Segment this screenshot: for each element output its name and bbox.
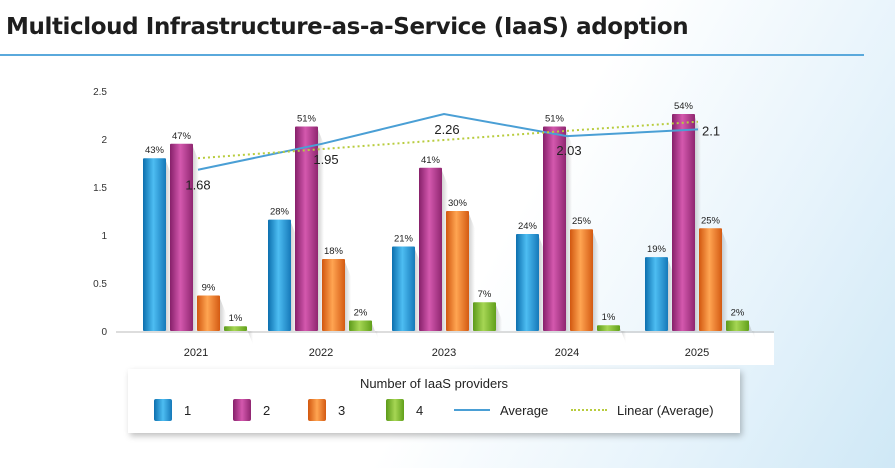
bar-shadow bbox=[469, 214, 475, 331]
legend-item-2: 2 bbox=[233, 399, 270, 421]
bar-data-label: 51% bbox=[297, 114, 317, 125]
legend-label-2: 2 bbox=[263, 402, 271, 418]
bar-series-3-2023 bbox=[446, 211, 469, 331]
bar-series-3-2024 bbox=[570, 229, 593, 331]
bar-data-label: 43% bbox=[145, 145, 165, 156]
bar-data-label: 25% bbox=[572, 216, 592, 227]
average-data-label: 1.95 bbox=[313, 152, 338, 167]
bar-data-label: 25% bbox=[701, 215, 721, 226]
bar-data-label: 7% bbox=[478, 289, 492, 300]
average-line bbox=[197, 113, 699, 171]
legend-swatch-3 bbox=[308, 399, 326, 421]
title-divider bbox=[0, 54, 864, 56]
bar-shadow bbox=[247, 329, 253, 345]
legend-swatch-4 bbox=[386, 399, 404, 421]
bar-series-3-2022 bbox=[322, 259, 345, 331]
average-data-label: 2.26 bbox=[434, 122, 459, 137]
legend-item-3: 3 bbox=[308, 399, 345, 421]
legend-item-1: 1 bbox=[154, 399, 191, 421]
y-tick-label: 2 bbox=[101, 135, 107, 146]
page-title: Multicloud Infrastructure-as-a-Service (… bbox=[6, 14, 689, 40]
linear-trendline bbox=[197, 120, 699, 160]
y-tick-label: 2.5 bbox=[93, 87, 107, 98]
bar-series-2-2025 bbox=[672, 114, 695, 331]
legend-label-linear-average: Linear (Average) bbox=[617, 402, 714, 418]
y-axis: 0 0.5 1 1.5 2 2.5 bbox=[93, 87, 107, 338]
bar-series-1-2021 bbox=[143, 158, 166, 331]
bar-data-label: 9% bbox=[202, 282, 216, 293]
bar-series-3-2025 bbox=[699, 228, 722, 331]
bar-shadow bbox=[372, 323, 378, 339]
bar-data-label: 18% bbox=[324, 246, 344, 257]
bar-data-label: 41% bbox=[421, 155, 441, 166]
y-tick-label: 1 bbox=[101, 231, 107, 242]
bar-series-2-2021 bbox=[170, 143, 193, 331]
legend-swatch-2 bbox=[233, 399, 251, 421]
legend-swatch-1 bbox=[154, 399, 172, 421]
legend-item-linear-average: Linear (Average) bbox=[571, 399, 714, 421]
x-tick-label: 2025 bbox=[685, 347, 709, 359]
average-data-label: 2.03 bbox=[556, 143, 581, 158]
bar-data-label: 1% bbox=[229, 313, 243, 324]
bar-series-2-2024 bbox=[543, 126, 566, 332]
bar-series-2-2022 bbox=[295, 126, 318, 332]
x-tick-label: 2022 bbox=[309, 347, 333, 359]
legend: Number of IaaS providers 1 2 3 4 Average… bbox=[128, 369, 740, 433]
average-data-label: 1.68 bbox=[185, 178, 210, 193]
y-tick-label: 0.5 bbox=[93, 279, 107, 290]
bar-series-1-2025 bbox=[645, 257, 668, 331]
bar-data-label: 24% bbox=[518, 221, 538, 232]
average-data-label: 2.1 bbox=[702, 123, 720, 138]
legend-label-1: 1 bbox=[184, 402, 192, 418]
x-tick-label: 2024 bbox=[555, 347, 579, 359]
bar-series-4-2021 bbox=[224, 326, 247, 331]
bar-group bbox=[143, 114, 755, 345]
bar-shadow bbox=[496, 305, 502, 331]
bar-series-2-2023 bbox=[419, 167, 442, 331]
x-tick-label: 2021 bbox=[184, 347, 208, 359]
bar-data-label: 2% bbox=[731, 307, 745, 318]
bar-shadow bbox=[220, 298, 226, 331]
bar-series-4-2022 bbox=[349, 320, 372, 331]
line-group bbox=[197, 113, 699, 171]
bar-shadow bbox=[593, 232, 599, 331]
legend-swatch-average bbox=[454, 409, 490, 411]
bar-series-1-2022 bbox=[268, 219, 291, 331]
bar-data-label: 21% bbox=[394, 234, 414, 245]
bar-series-1-2024 bbox=[516, 234, 539, 331]
legend-label-average: Average bbox=[500, 402, 549, 418]
bar-data-label: 2% bbox=[354, 307, 368, 318]
bar-data-label: 47% bbox=[172, 131, 192, 142]
legend-label-4: 4 bbox=[416, 402, 424, 418]
plot-panel bbox=[116, 333, 774, 365]
bar-data-label: 28% bbox=[270, 207, 290, 218]
bar-data-label: 54% bbox=[674, 101, 694, 112]
bar-series-3-2021 bbox=[197, 295, 220, 331]
legend-label-3: 3 bbox=[338, 402, 346, 418]
bar-shadow bbox=[193, 146, 199, 331]
legend-item-4: 4 bbox=[386, 399, 423, 421]
y-tick-label: 1.5 bbox=[93, 183, 107, 194]
x-axis: 2021 2022 2023 2024 2025 bbox=[116, 331, 774, 359]
bar-series-4-2025 bbox=[726, 320, 749, 331]
y-tick-label: 0 bbox=[101, 327, 107, 338]
bar-data-label: 30% bbox=[448, 198, 468, 209]
bar-shadow bbox=[722, 231, 728, 331]
bar-shadow bbox=[620, 328, 626, 344]
legend-swatch-linear-average bbox=[571, 409, 607, 411]
bar-data-label: 51% bbox=[545, 114, 565, 125]
x-tick-label: 2023 bbox=[432, 347, 456, 359]
legend-title: Number of IaaS providers bbox=[359, 376, 509, 391]
bar-shadow bbox=[345, 262, 351, 331]
legend-item-average: Average bbox=[454, 399, 548, 421]
bar-data-label: 1% bbox=[602, 312, 616, 323]
bar-series-4-2024 bbox=[597, 325, 620, 331]
bar-data-label: 19% bbox=[647, 244, 667, 255]
bar-series-1-2023 bbox=[392, 246, 415, 331]
bar-series-4-2023 bbox=[473, 302, 496, 331]
bar-shadow bbox=[749, 323, 755, 339]
data-label-group: 43% 28% 21% 24% 19% 47% 51% 41% 51% 54% 9% 18% 30% 25… bbox=[145, 101, 745, 324]
